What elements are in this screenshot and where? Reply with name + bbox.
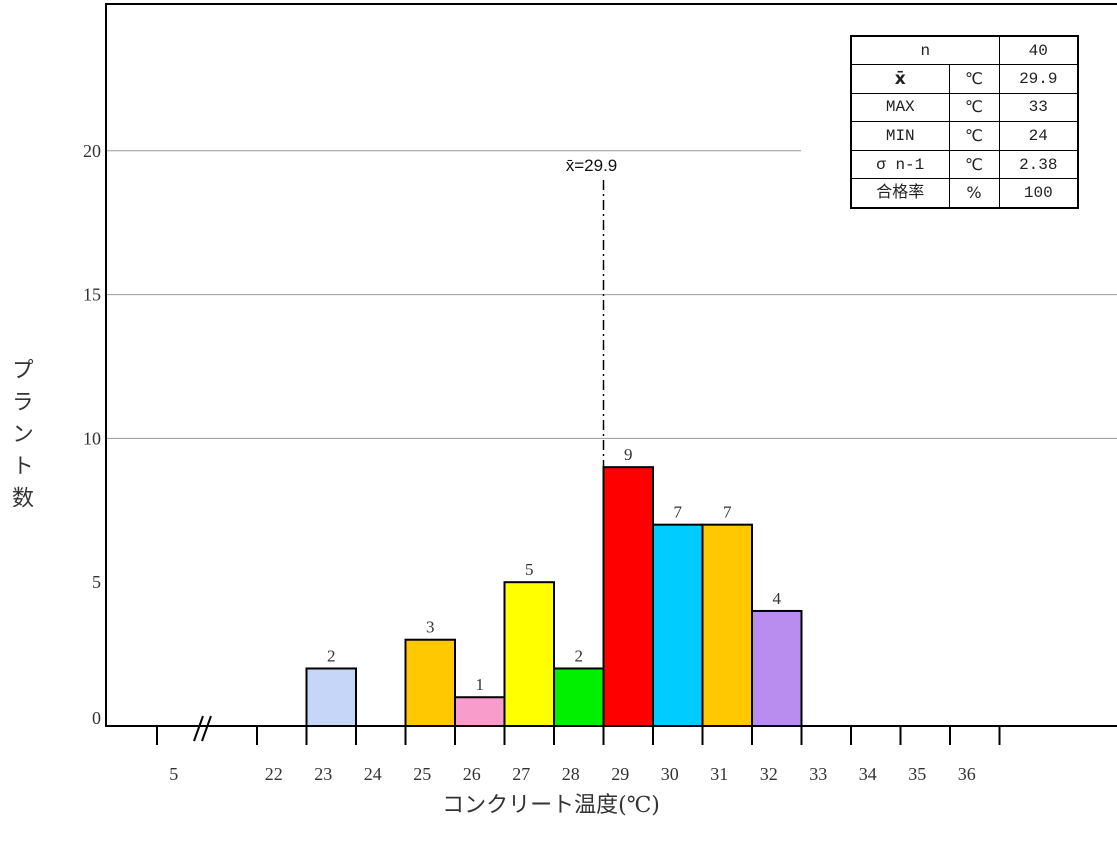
bars (305, 466, 803, 728)
statistics-table: n 40 x̄ ℃ 29.9 MAX ℃ 33 MIN ℃ 24 σ n-1 ℃… (850, 35, 1080, 209)
histogram-bar (701, 523, 753, 727)
x-tick-label: 28 (562, 764, 580, 784)
x-tick-label: 30 (661, 764, 679, 784)
x-tick-label: 35 (908, 764, 926, 784)
stats-unit: % (948, 178, 1000, 209)
stats-unit: ℃ (948, 121, 1000, 151)
stats-row-max: MAX ℃ 33 (850, 92, 1079, 123)
stats-label: x̄ (850, 64, 950, 94)
y-tick-label: 20 (83, 141, 101, 161)
stats-value: 29.9 (998, 64, 1079, 94)
histogram-bar (404, 638, 456, 727)
y-tick-label: 5 (92, 572, 101, 592)
histogram-bar (305, 667, 357, 727)
stats-label: n (850, 35, 1000, 66)
stats-unit: ℃ (948, 64, 1000, 94)
histogram-bar (553, 667, 605, 727)
bar-value-label: 4 (773, 589, 782, 608)
x-tick-label: 34 (859, 764, 877, 784)
y-tick-label: 15 (83, 285, 101, 305)
mean-label: x̄=29.9 (566, 156, 618, 175)
x-tick-label: 33 (809, 764, 827, 784)
x-tick-label: 22 (265, 764, 283, 784)
x-tick-label: 36 (958, 764, 976, 784)
histogram-bar (454, 696, 506, 727)
bar-value-label: 7 (674, 503, 683, 522)
stats-unit: ℃ (948, 149, 1000, 180)
stats-unit: ℃ (948, 92, 1000, 123)
axis-break-mark (193, 715, 212, 742)
x-tick-label: 27 (512, 764, 530, 784)
histogram-bar (652, 523, 704, 727)
bar-value-label: 1 (476, 675, 485, 694)
x-tick-labels: 5 22 23 24 25 26 27 28 29 30 31 32 33 34 35 36 (169, 764, 976, 784)
stats-row-mean: x̄ ℃ 29.9 (850, 64, 1079, 94)
x-axis-title: コンクリート温度(℃) (442, 793, 660, 818)
stats-value: 100 (998, 178, 1079, 209)
x-tick-label: 5 (169, 764, 178, 784)
x-tick-label: 24 (364, 764, 382, 784)
x-tick-label: 31 (710, 764, 728, 784)
bar-value-label: 5 (525, 560, 534, 579)
x-tick-label: 26 (463, 764, 481, 784)
y-tick-labels: 0 5 10 15 20 (83, 141, 101, 728)
histogram-bar (503, 581, 555, 728)
bar-value-label: 9 (624, 445, 633, 464)
stats-row-stddev: σ n-1 ℃ 2.38 (850, 149, 1079, 180)
data-labels: 2 3 1 5 2 9 7 7 4 (327, 445, 782, 694)
y-tick-label: 0 (92, 708, 101, 728)
bar-value-label: 2 (575, 646, 584, 665)
x-axis-ticks (156, 727, 1001, 745)
stats-label: MIN (850, 121, 950, 151)
histogram-bar (751, 609, 803, 728)
stats-value: 33 (998, 92, 1079, 123)
x-tick-label: 32 (760, 764, 778, 784)
y-tick-label: 10 (83, 428, 101, 448)
y-axis-title: プラント数 (8, 358, 33, 518)
stats-label: 合格率 (850, 178, 950, 209)
x-tick-label: 29 (611, 764, 629, 784)
stats-value: 2.38 (998, 149, 1079, 180)
stats-row-min: MIN ℃ 24 (850, 121, 1079, 151)
stats-label: MAX (850, 92, 950, 123)
stats-value: 40 (998, 35, 1079, 66)
stats-label: σ n-1 (850, 149, 950, 180)
stats-row-pass-rate: 合格率 % 100 (850, 178, 1079, 209)
gridlines (107, 150, 1117, 439)
bar-value-label: 2 (327, 646, 336, 665)
x-tick-label: 25 (413, 764, 431, 784)
stats-value: 24 (998, 121, 1079, 151)
stats-row-count: n 40 (850, 35, 1079, 66)
bar-value-label: 7 (723, 503, 732, 522)
bar-value-label: 3 (426, 618, 435, 637)
histogram-bar (602, 466, 654, 727)
x-tick-label: 23 (314, 764, 332, 784)
